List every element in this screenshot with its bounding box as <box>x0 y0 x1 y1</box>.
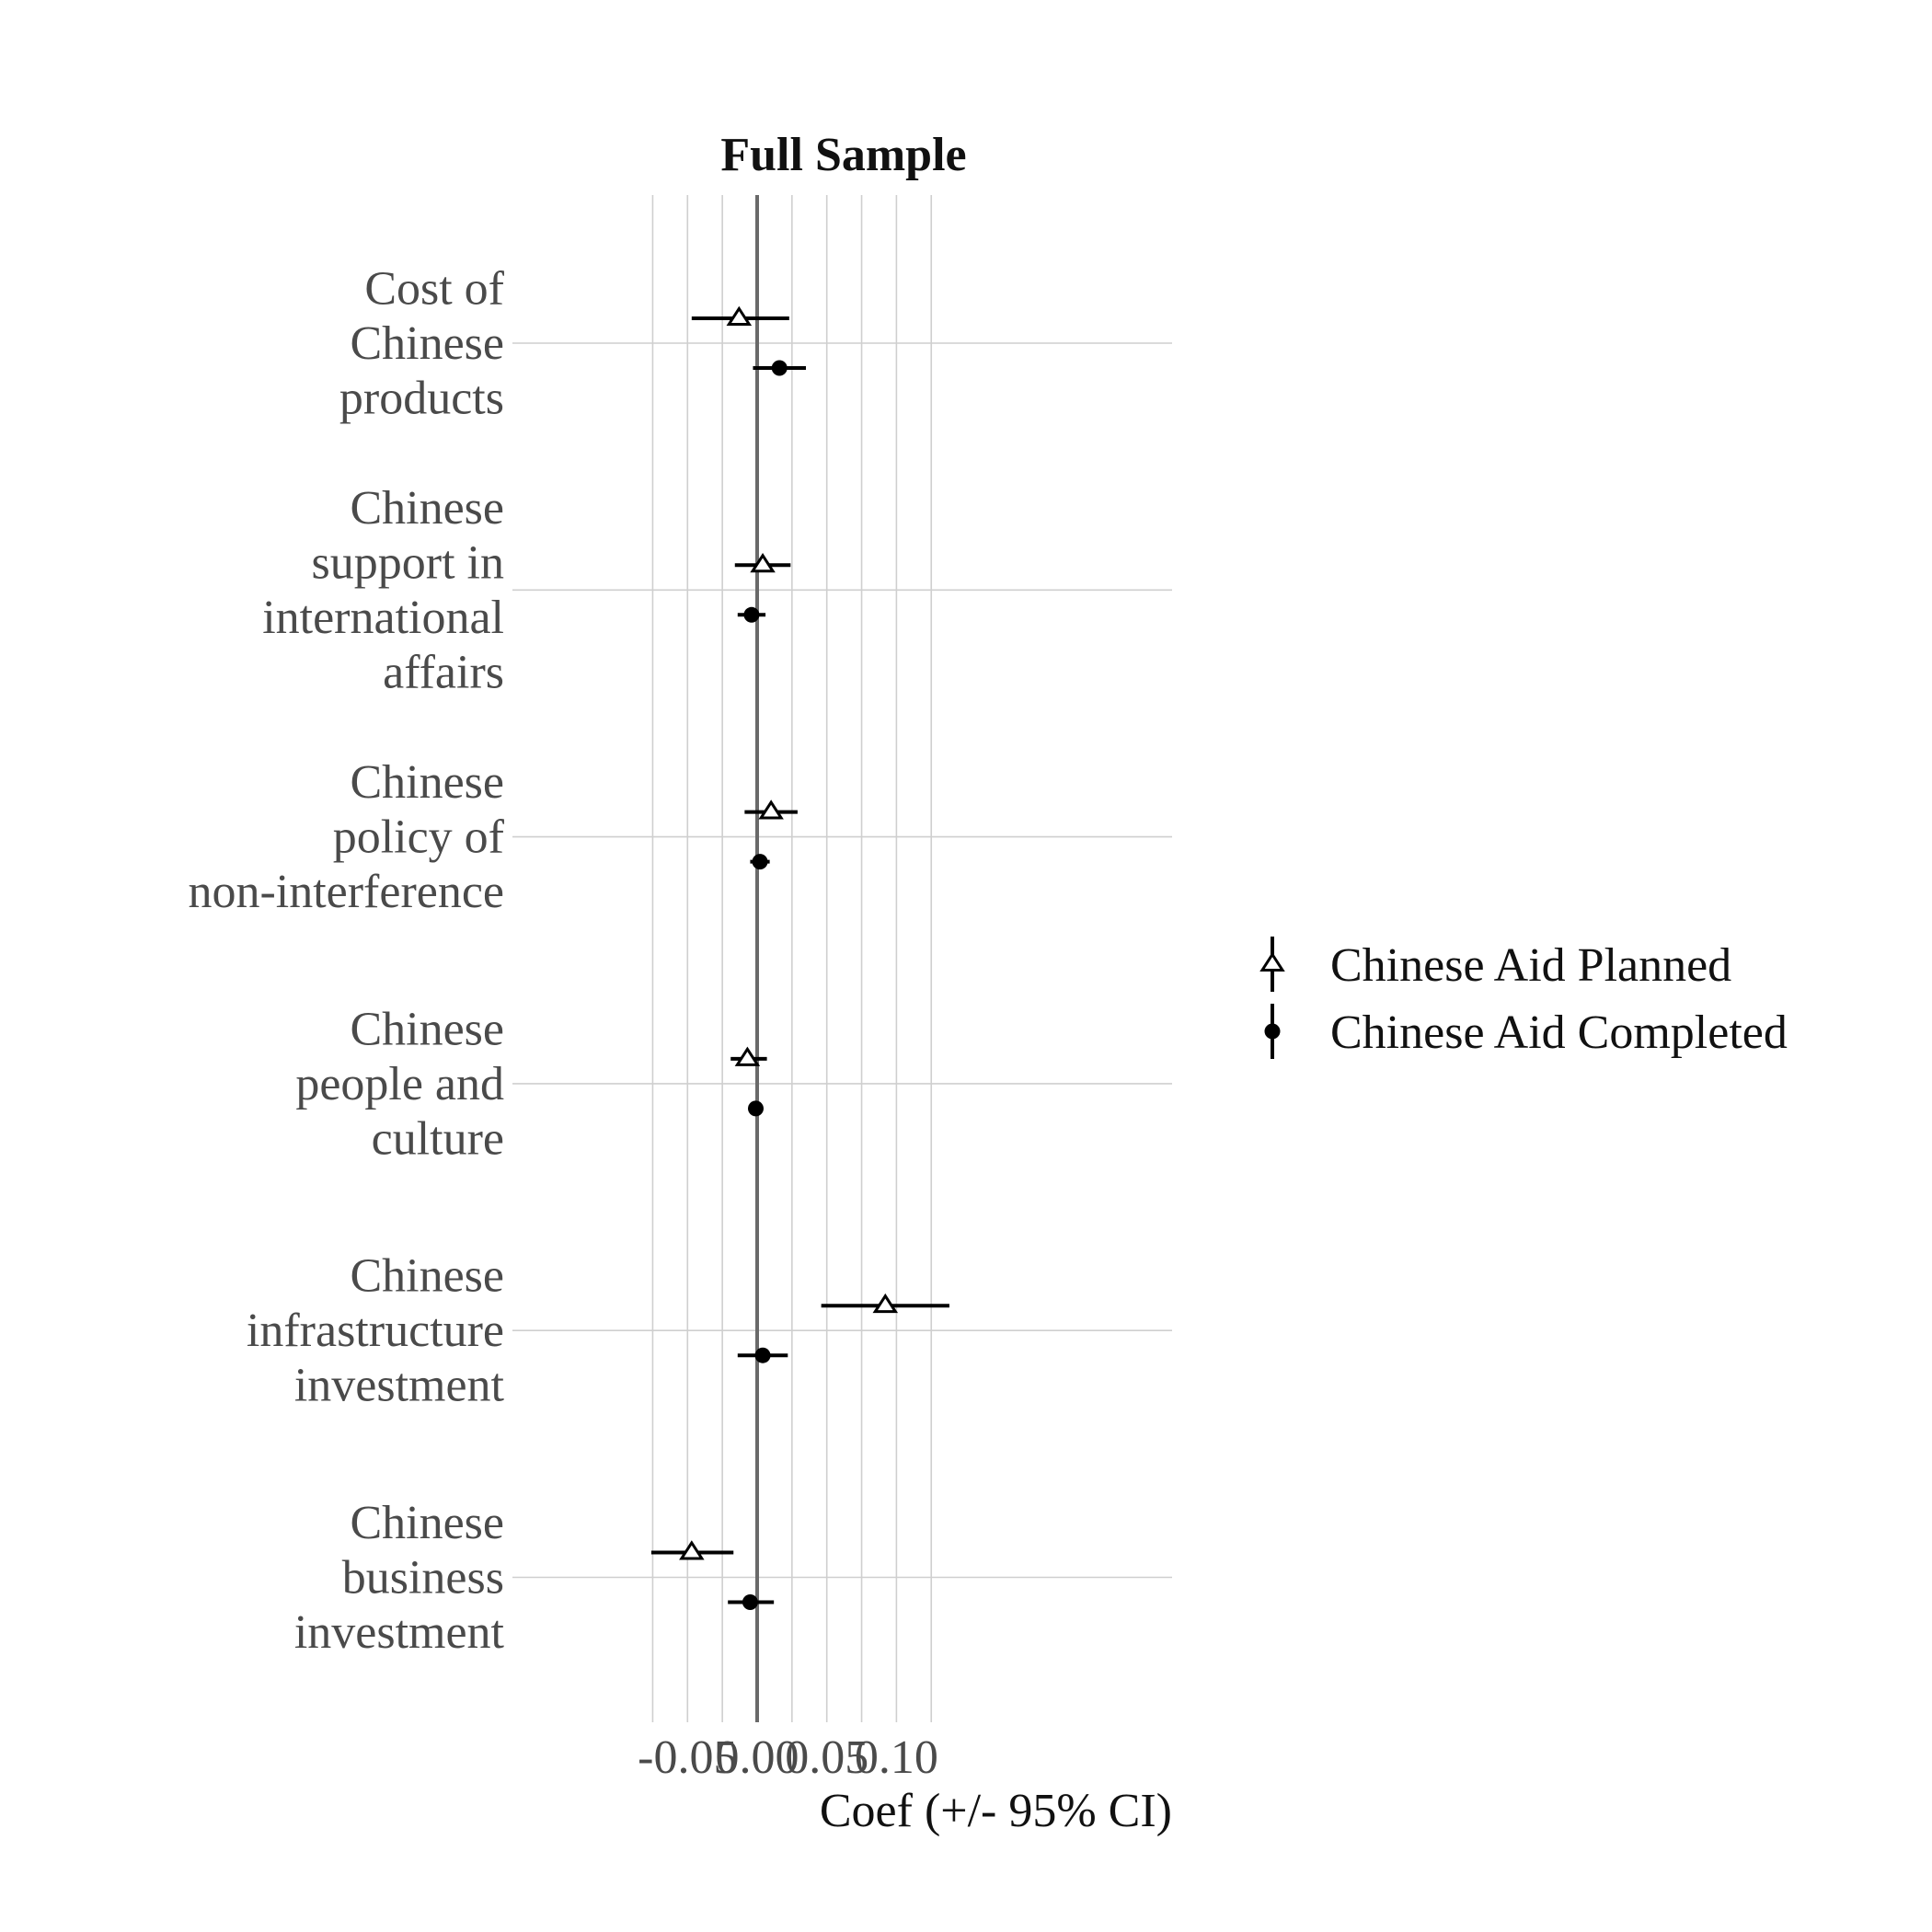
completed-point <box>747 1100 764 1117</box>
x-axis-ticks: -0.050.000.050.10 <box>638 1731 938 1784</box>
planned-point <box>758 799 784 820</box>
legend-label: Chinese Aid Planned <box>1330 939 1731 992</box>
planned-point <box>726 305 753 326</box>
planned-point <box>734 1046 761 1066</box>
completed-point <box>754 1347 771 1363</box>
legend-triangle-icon <box>1259 951 1285 972</box>
legend-label: Chinese Aid Completed <box>1330 1006 1788 1059</box>
x-tick-label: 0.05 <box>785 1731 868 1784</box>
x-tick-label: 0.10 <box>855 1731 938 1784</box>
chart-title: Full Sample <box>720 129 966 181</box>
legend-circle-icon <box>1264 1023 1281 1040</box>
category-label: Chinese policy of non-interference <box>188 756 504 918</box>
category-label: Chinese people and culture <box>295 1003 504 1165</box>
category-label: Cost of Chinese products <box>339 263 505 425</box>
x-tick-label: 0.00 <box>716 1731 799 1784</box>
x-axis-title: Coef (+/- 95% CI) <box>820 1785 1172 1837</box>
legend: Chinese Aid Planned Chinese Aid Completed <box>1259 937 1788 1059</box>
category-label: Chinese business investment <box>294 1497 505 1659</box>
category-label: Chinese infrastructure investment <box>247 1250 505 1412</box>
category-label: Chinese support in international affairs <box>262 482 504 699</box>
planned-point <box>872 1293 899 1314</box>
completed-point <box>771 360 788 376</box>
completed-point <box>742 1594 758 1610</box>
planned-point <box>750 552 776 573</box>
completed-point <box>752 854 768 870</box>
data-marks <box>650 305 949 1610</box>
planned-point <box>679 1540 705 1560</box>
completed-point <box>743 606 760 623</box>
category-labels: Cost of Chinese products Chinese support in i… <box>188 263 504 1660</box>
x-tick-label: -0.05 <box>638 1731 737 1784</box>
gridlines <box>512 195 1172 1722</box>
